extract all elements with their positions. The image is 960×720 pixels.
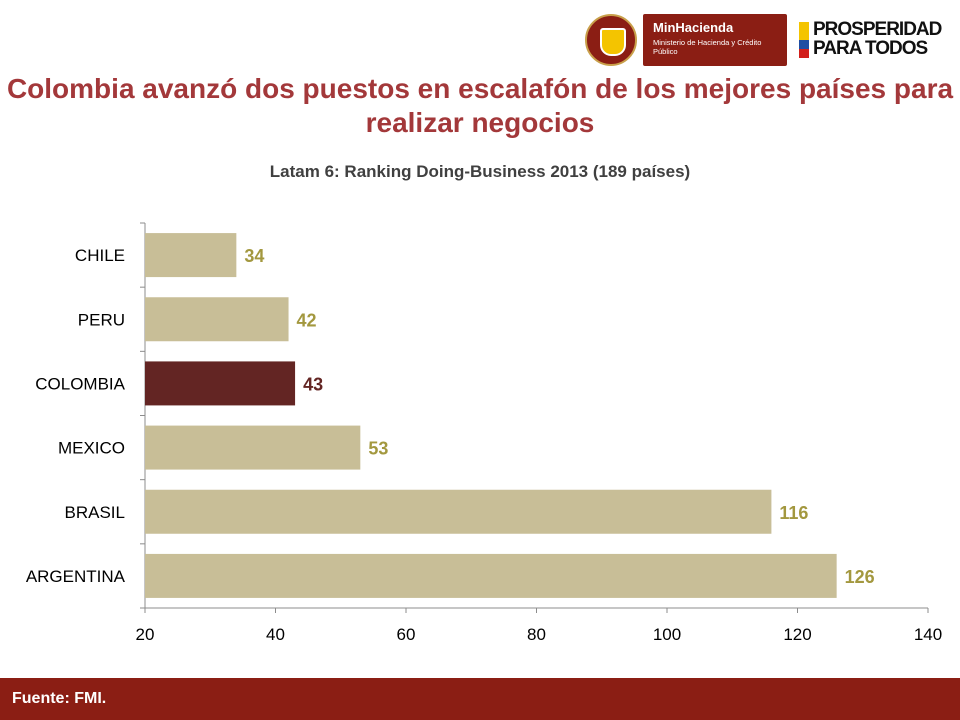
- bar: [145, 233, 237, 278]
- ministry-subtitle: Ministerio de Hacienda y Crédito Público: [653, 38, 762, 56]
- x-tick-label: 140: [914, 625, 942, 644]
- data-label: 126: [845, 567, 875, 587]
- category-label: MEXICO: [58, 439, 125, 458]
- header-logos: MinHacienda Ministerio de Hacienda y Cré…: [585, 12, 955, 68]
- data-label: 43: [303, 374, 323, 394]
- x-tick-label: 40: [266, 625, 285, 644]
- source-note: Fuente: FMI.: [12, 690, 107, 707]
- colombia-seal-logo: [585, 14, 637, 66]
- ministry-name: MinHacienda: [653, 20, 734, 35]
- x-tick-label: 60: [397, 625, 416, 644]
- bar: [145, 489, 772, 534]
- slogan-line-2: PARA TODOS: [813, 38, 928, 59]
- slide-title: Colombia avanzó dos puestos en escalafón…: [6, 73, 954, 138]
- bar-highlight: [145, 361, 296, 406]
- x-tick-label: 20: [136, 625, 155, 644]
- colombia-flag-icon: [799, 22, 809, 58]
- category-label: CHILE: [75, 246, 125, 265]
- bar: [145, 425, 361, 470]
- category-label: PERU: [78, 310, 125, 329]
- footer-bar: Fuente: FMI.: [0, 678, 960, 720]
- data-label: 34: [244, 246, 264, 266]
- data-label: 53: [368, 439, 388, 459]
- data-label: 116: [779, 503, 808, 523]
- x-tick-label: 120: [783, 625, 811, 644]
- data-label: 42: [297, 310, 317, 330]
- x-tick-label: 100: [653, 625, 681, 644]
- bar: [145, 553, 837, 598]
- chart-title: Latam 6: Ranking Doing-Business 2013 (18…: [269, 162, 691, 181]
- bar: [145, 297, 289, 342]
- minhacienda-logo: MinHacienda Ministerio de Hacienda y Cré…: [643, 14, 787, 66]
- prosperidad-logo: PROSPERIDAD PARA TODOS: [813, 20, 955, 58]
- category-label: COLOMBIA: [35, 374, 125, 393]
- x-tick-label: 80: [527, 625, 546, 644]
- category-label: BRASIL: [65, 503, 125, 522]
- ranking-bar-chart: 20 40 60 80 100 120 140 CHILE 34 PERU 42 COLOMBIA 43…: [26, 222, 942, 644]
- slogan-line-1: PROSPERIDAD: [813, 19, 942, 40]
- category-label: ARGENTINA: [26, 567, 126, 586]
